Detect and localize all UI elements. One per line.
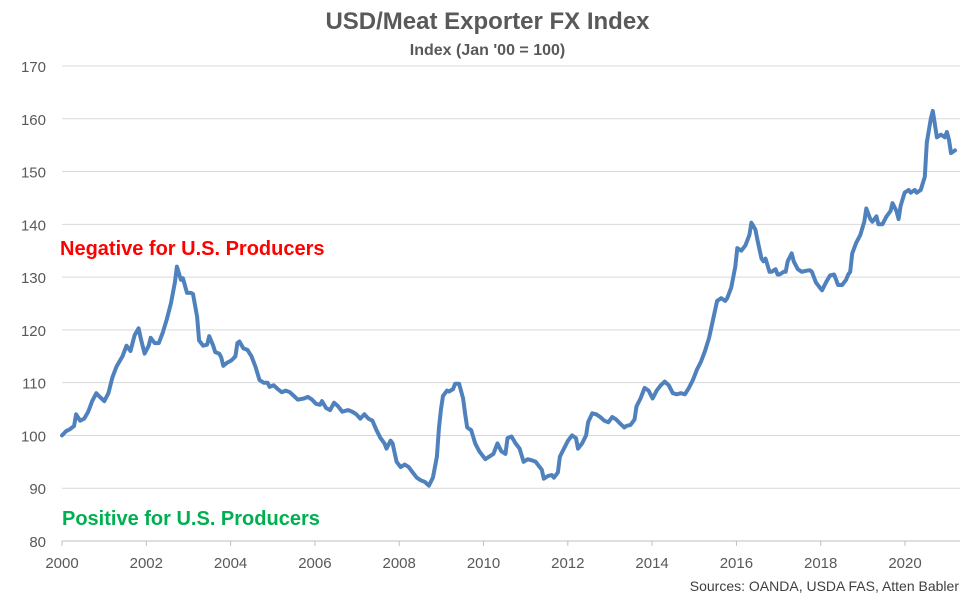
chart-subtitle: Index (Jan '00 = 100) (409, 42, 566, 59)
source-note: Sources: OANDA, USDA FAS, Atten Babler (689, 578, 959, 594)
y-tick-label: 90 (29, 481, 46, 498)
x-tick-label: 2014 (635, 555, 668, 572)
x-tick-label: 2000 (45, 555, 78, 572)
y-tick-label: 110 (22, 376, 46, 393)
y-tick-label: 140 (21, 217, 46, 234)
x-tick-label: 2010 (467, 555, 500, 572)
x-tick-label: 2006 (298, 555, 331, 572)
series-line-fx-index (60, 108, 957, 488)
x-tick-label: 2004 (214, 555, 247, 572)
annotation-positive: Positive for U.S. Producers (62, 508, 320, 530)
axis-ticks: 80 90 100 110 120 130 140 150 160 170 2000 2002 2004… (21, 59, 922, 572)
x-tick-label: 2016 (720, 555, 753, 572)
y-tick-label: 120 (21, 323, 46, 340)
annotation-negative: Negative for U.S. Producers (60, 238, 325, 260)
gridlines (62, 65, 960, 542)
x-tick-label: 2012 (551, 555, 584, 572)
y-tick-label: 170 (21, 59, 46, 76)
y-tick-label: 130 (21, 270, 46, 287)
y-tick-label: 160 (21, 112, 46, 129)
x-tick-label: 2020 (888, 555, 921, 572)
y-tick-label: 100 (21, 428, 46, 445)
chart-title: USD/Meat Exporter FX Index (325, 8, 650, 35)
x-tick-label: 2008 (383, 555, 416, 572)
y-tick-label: 150 (21, 165, 46, 182)
y-tick-label: 80 (29, 534, 46, 551)
x-tick-label: 2002 (130, 555, 163, 572)
x-tick-label: 2018 (804, 555, 837, 572)
